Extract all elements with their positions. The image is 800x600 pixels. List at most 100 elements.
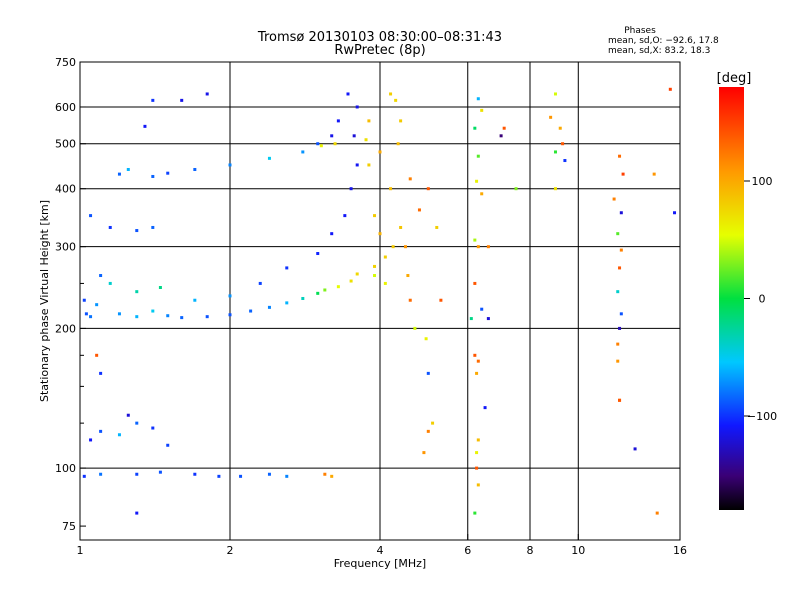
colorbar-tick-label: 100 xyxy=(752,175,773,188)
data-point xyxy=(618,154,622,158)
data-point xyxy=(151,98,155,102)
data-point xyxy=(378,150,382,154)
data-point xyxy=(480,192,484,196)
data-point xyxy=(301,296,305,300)
data-point xyxy=(158,470,162,474)
data-point xyxy=(480,307,484,311)
data-point xyxy=(158,286,162,290)
data-point xyxy=(193,167,197,171)
data-point xyxy=(166,314,170,318)
data-point xyxy=(389,187,393,191)
x-tick-label: 16 xyxy=(673,544,687,557)
data-point xyxy=(473,126,477,130)
data-point xyxy=(99,472,103,476)
data-point xyxy=(267,156,271,160)
data-point xyxy=(99,274,103,278)
data-point xyxy=(476,97,480,101)
x-axis-ticks: 1 2 4 6 8 10 16 xyxy=(77,534,687,557)
data-point xyxy=(616,359,620,363)
data-point xyxy=(422,451,426,455)
data-point xyxy=(389,92,393,96)
data-point xyxy=(426,371,430,375)
data-point xyxy=(652,172,656,176)
data-point xyxy=(502,126,506,130)
data-point xyxy=(99,429,103,433)
data-point xyxy=(619,312,623,316)
colorbar-gradient xyxy=(719,87,744,510)
data-point xyxy=(616,342,620,346)
data-point xyxy=(82,298,86,302)
phases-x-stats: mean, sd,X: 83.2, 18.3 xyxy=(608,46,710,56)
data-point xyxy=(336,285,340,289)
data-point xyxy=(475,371,479,375)
data-point xyxy=(117,312,121,316)
data-point xyxy=(316,252,320,256)
data-point xyxy=(108,281,112,285)
data-point xyxy=(439,298,443,302)
data-point xyxy=(373,274,377,278)
data-point xyxy=(343,214,347,218)
data-point xyxy=(205,92,209,96)
data-point xyxy=(367,119,371,123)
data-point xyxy=(249,309,253,313)
data-point xyxy=(135,472,139,476)
data-point xyxy=(558,126,562,130)
data-point xyxy=(403,245,407,249)
y-tick-label: 100 xyxy=(55,462,76,475)
data-point xyxy=(476,438,480,442)
data-point xyxy=(151,174,155,178)
y-tick-label: 200 xyxy=(55,322,76,335)
data-point xyxy=(424,337,428,341)
data-point xyxy=(126,413,130,417)
chart-title-line2: RwPretec (8p) xyxy=(334,43,425,58)
data-point xyxy=(499,134,503,138)
data-point xyxy=(151,309,155,313)
data-point xyxy=(406,274,410,278)
data-point xyxy=(475,451,479,455)
data-point xyxy=(135,315,139,319)
data-point xyxy=(673,211,677,215)
data-point xyxy=(373,214,377,218)
data-point xyxy=(618,326,622,330)
data-point xyxy=(166,171,170,175)
data-point xyxy=(193,472,197,476)
y-tick-label: 500 xyxy=(55,138,76,151)
data-point xyxy=(316,291,320,295)
data-point xyxy=(82,474,86,478)
colorbar-tick-label: −100 xyxy=(747,410,777,423)
data-point xyxy=(285,266,289,270)
data-point xyxy=(333,142,337,146)
data-point xyxy=(473,353,477,357)
data-point xyxy=(426,429,430,433)
data-point xyxy=(135,290,139,294)
x-tick-label: 6 xyxy=(464,544,471,557)
data-point xyxy=(480,108,484,112)
data-point xyxy=(330,474,334,478)
data-point xyxy=(619,211,623,215)
data-point xyxy=(346,92,350,96)
data-point xyxy=(180,316,184,320)
data-point xyxy=(228,294,232,298)
colorbar-tick-label: 0 xyxy=(759,293,766,306)
x-tick-label: 10 xyxy=(571,544,585,557)
data-point xyxy=(99,371,103,375)
data-point xyxy=(391,245,395,249)
data-point xyxy=(135,229,139,233)
data-point xyxy=(383,255,387,259)
data-point xyxy=(399,225,403,229)
data-point xyxy=(217,474,221,478)
data-point xyxy=(469,317,473,321)
data-point xyxy=(476,359,480,363)
data-point xyxy=(563,159,567,163)
data-point xyxy=(330,232,334,236)
data-point xyxy=(117,172,121,176)
data-point xyxy=(228,163,232,167)
data-point xyxy=(89,214,93,218)
data-point xyxy=(616,290,620,294)
y-tick-label: 750 xyxy=(55,56,76,69)
data-point xyxy=(475,179,479,183)
data-point xyxy=(486,245,490,249)
data-point xyxy=(258,281,262,285)
data-point xyxy=(151,426,155,430)
